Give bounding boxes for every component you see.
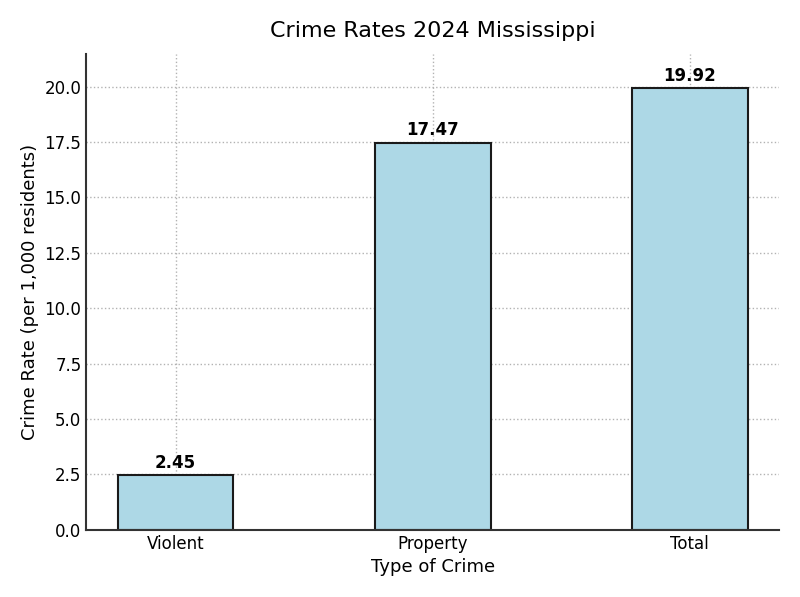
Text: 19.92: 19.92	[663, 67, 716, 85]
Bar	[632, 88, 748, 530]
Y-axis label: Crime Rate (per 1,000 residents): Crime Rate (per 1,000 residents)	[21, 143, 39, 439]
Text: 17.47: 17.47	[406, 121, 459, 140]
Bar	[118, 475, 234, 530]
X-axis label: Type of Crime: Type of Crime	[370, 558, 494, 576]
Title: Crime Rates 2024 Mississippi: Crime Rates 2024 Mississippi	[270, 21, 595, 41]
Bar	[375, 143, 490, 530]
Text: 2.45: 2.45	[155, 454, 196, 472]
